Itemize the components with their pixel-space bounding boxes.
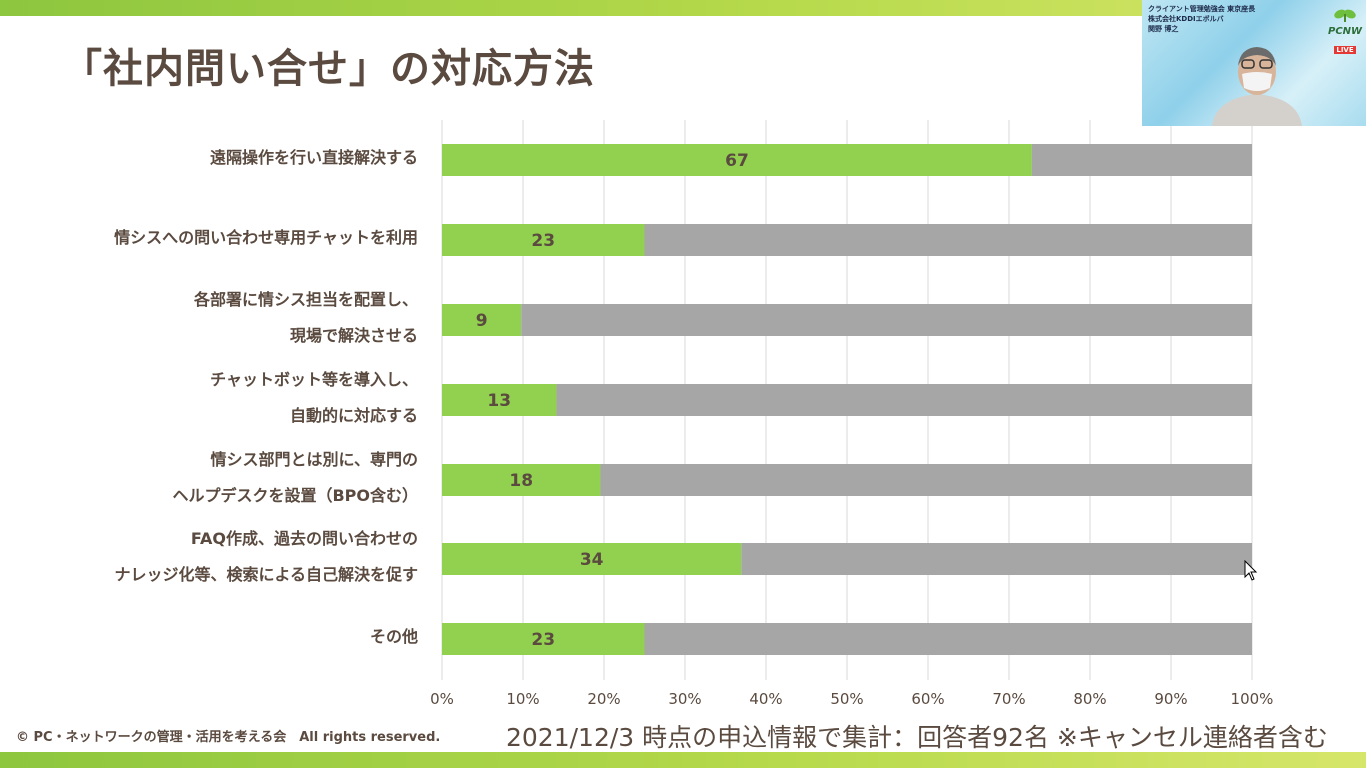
bar-segment-responses bbox=[442, 304, 522, 336]
bar-segment-remainder bbox=[644, 623, 1252, 655]
category-label: 情シスへの問い合わせ専用チャットを利用 bbox=[114, 228, 418, 247]
bar-segment-remainder bbox=[600, 464, 1252, 496]
x-tick-label: 40% bbox=[749, 690, 782, 708]
top-accent-bar bbox=[0, 0, 1366, 16]
bar-segment-responses bbox=[442, 623, 645, 655]
data-label: 23 bbox=[531, 630, 555, 650]
data-label: 34 bbox=[580, 550, 604, 570]
survey-note: 2021/12/3 時点の申込情報で集計：回答者92名 ※キャンセル連絡者含む bbox=[506, 723, 1328, 752]
mouse-cursor-icon bbox=[1244, 560, 1258, 581]
x-tick-label: 70% bbox=[992, 690, 1025, 708]
x-tick-label: 20% bbox=[587, 690, 620, 708]
x-tick-label: 100% bbox=[1231, 690, 1274, 708]
data-label: 67 bbox=[725, 151, 749, 171]
bar-segment-responses bbox=[442, 464, 601, 496]
bar-segment-responses bbox=[442, 384, 557, 416]
data-label: 13 bbox=[487, 391, 511, 411]
leaf-icon bbox=[1334, 9, 1356, 22]
x-tick-label: 60% bbox=[911, 690, 944, 708]
bottom-accent-bar bbox=[0, 752, 1366, 768]
category-label: FAQ作成、過去の問い合わせの bbox=[190, 529, 418, 548]
x-tick-label: 30% bbox=[668, 690, 701, 708]
bar-segment-remainder bbox=[521, 304, 1252, 336]
webcam-overlay: クライアント管理勉強会 東京座長 株式会社KDDIエボルバ 関野 博之 PCNW… bbox=[1142, 0, 1366, 126]
live-badge: LIVE bbox=[1334, 46, 1356, 54]
category-label: 現場で解決させる bbox=[289, 326, 418, 345]
bar-segment-remainder bbox=[644, 224, 1252, 256]
x-tick-label: 0% bbox=[430, 690, 454, 708]
category-label: その他 bbox=[369, 627, 418, 646]
bar-segment-remainder bbox=[556, 384, 1252, 416]
bar-segment-responses bbox=[442, 224, 645, 256]
category-label: チャットボット等を導入し、 bbox=[210, 370, 418, 389]
category-label: 遠隔操作を行い直接解決する bbox=[209, 148, 418, 167]
data-label: 18 bbox=[509, 471, 533, 491]
category-label: ナレッジ化等、検索による自己解決を促す bbox=[114, 565, 418, 584]
category-label: 情シス部門とは別に、専門の bbox=[210, 450, 418, 469]
bar-segment-remainder bbox=[741, 543, 1252, 575]
bar-segment-remainder bbox=[1031, 144, 1252, 176]
x-tick-label: 80% bbox=[1073, 690, 1106, 708]
category-label: ヘルプデスクを設置（BPO含む） bbox=[172, 486, 418, 505]
slide-title: 「社内問い合せ」の対応方法 bbox=[62, 46, 595, 92]
bar-segment-responses bbox=[442, 543, 742, 575]
data-label: 23 bbox=[531, 231, 555, 251]
presenter-video bbox=[1212, 47, 1302, 126]
category-label: 各部署に情シス担当を配置し、 bbox=[193, 290, 418, 309]
category-label: 自動的に対応する bbox=[289, 406, 418, 425]
presenter-caption-line: クライアント管理勉強会 東京座長 bbox=[1148, 5, 1256, 13]
pcnw-logo: PCNW LIVE bbox=[1328, 6, 1362, 56]
bar-segment-responses bbox=[442, 144, 1032, 176]
presenter-caption-line: 関野 博之 bbox=[1148, 25, 1179, 33]
x-tick-label: 50% bbox=[830, 690, 863, 708]
x-tick-label: 90% bbox=[1154, 690, 1187, 708]
presenter-caption: クライアント管理勉強会 東京座長 株式会社KDDIエボルバ 関野 博之 bbox=[1148, 4, 1255, 34]
logo-text: PCNW bbox=[1328, 26, 1363, 37]
copyright-text: © PC・ネットワークの管理・活用を考える会 All rights reserv… bbox=[16, 730, 441, 745]
x-tick-label: 10% bbox=[506, 690, 539, 708]
data-label: 9 bbox=[476, 311, 488, 331]
presenter-caption-line: 株式会社KDDIエボルバ bbox=[1148, 15, 1224, 23]
